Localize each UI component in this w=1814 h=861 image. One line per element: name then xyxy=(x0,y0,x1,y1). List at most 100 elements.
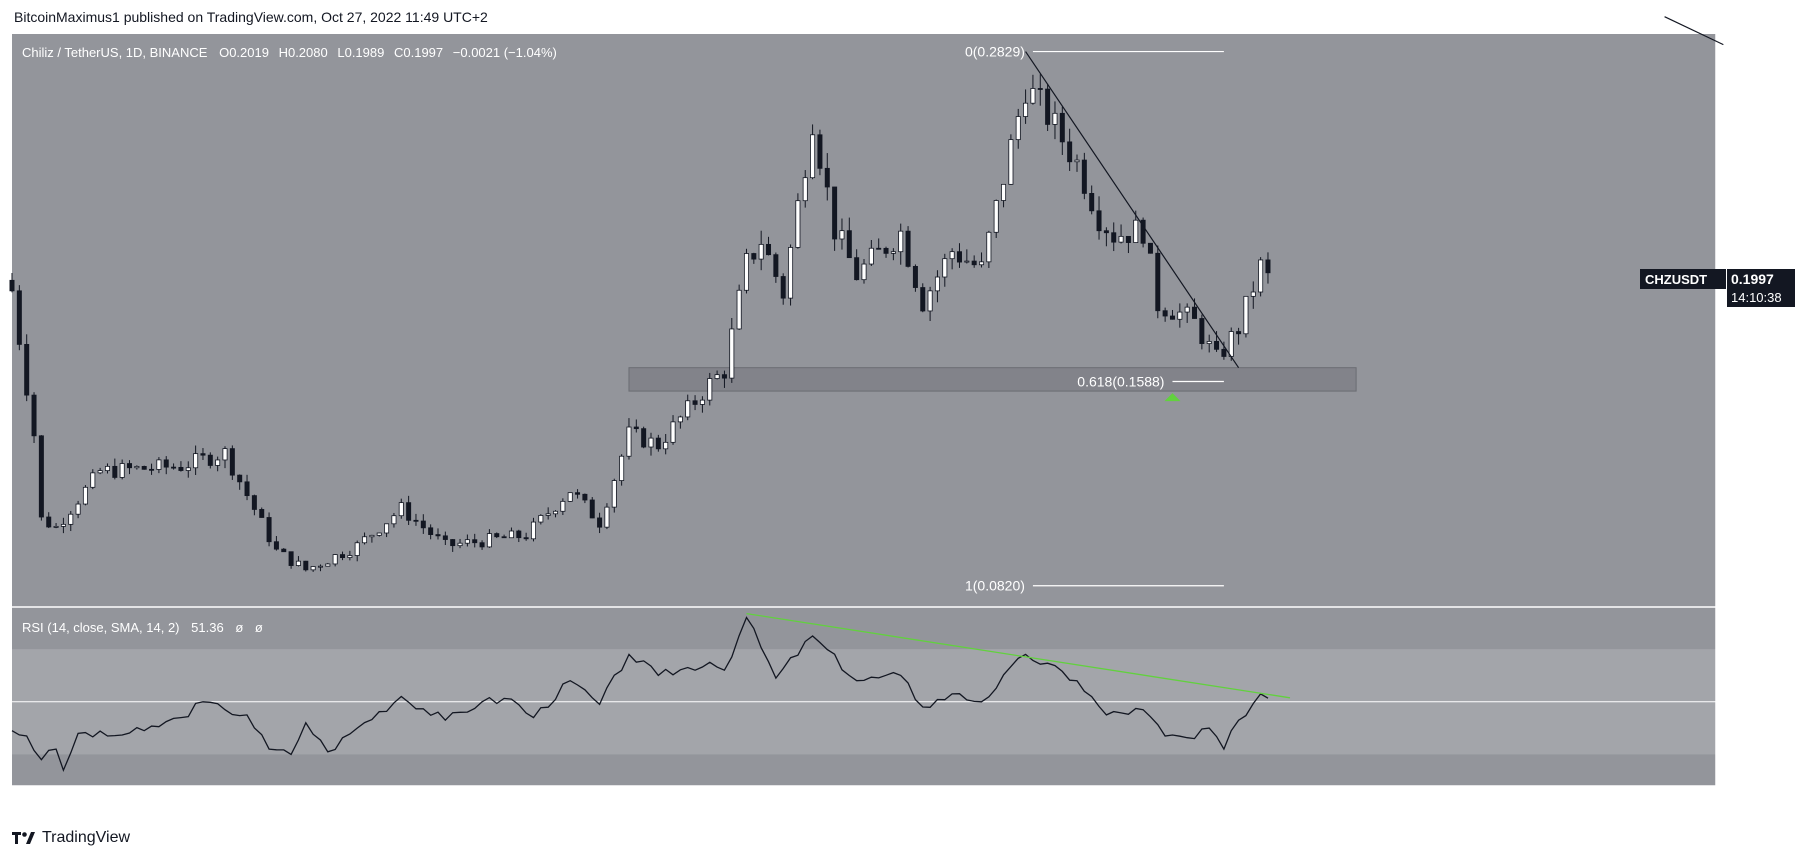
candle-body xyxy=(295,560,301,566)
rsi-line xyxy=(11,616,1269,773)
last-price-value: 0.1997 xyxy=(1731,271,1774,287)
candle xyxy=(384,523,390,538)
candle-body xyxy=(406,502,412,521)
rsi-extra-1: ø xyxy=(235,620,243,635)
candle xyxy=(1067,128,1073,171)
candle-body xyxy=(1258,259,1264,293)
candle-body xyxy=(553,510,559,515)
candles-layer xyxy=(9,74,1271,572)
tradingview-brand[interactable]: TradingView xyxy=(12,829,130,847)
chart-legend[interactable]: Chiliz / TetherUS, 1D, BINANCE O0.2019 H… xyxy=(22,45,557,60)
candle-body xyxy=(1228,331,1234,357)
candle-body xyxy=(633,426,639,430)
candle-body xyxy=(1118,235,1124,243)
candle xyxy=(1236,327,1242,345)
candle xyxy=(156,457,162,474)
candle-body xyxy=(354,542,360,556)
candle xyxy=(1250,281,1256,309)
y-tick-label: 0.1400 xyxy=(1727,424,1770,440)
candle xyxy=(97,467,103,475)
candle-body xyxy=(494,533,500,538)
rsi-extra-2: ø xyxy=(255,620,263,635)
candle-body xyxy=(854,257,860,281)
candle xyxy=(663,434,669,455)
axes-layer: 0.28000.26000.24000.22000.20000.18000.16… xyxy=(56,51,1770,807)
candle xyxy=(523,532,529,541)
candle xyxy=(868,239,874,266)
candle-body xyxy=(648,437,654,448)
candle xyxy=(993,199,999,238)
candle-body xyxy=(685,400,691,418)
candle xyxy=(413,513,419,526)
candle xyxy=(68,511,74,532)
candle xyxy=(9,272,15,293)
candle xyxy=(369,534,375,543)
chart-title: Chiliz / TetherUS, 1D, BINANCE xyxy=(22,45,208,60)
candle-body xyxy=(24,344,30,396)
candle-body xyxy=(127,463,133,469)
candle-body xyxy=(60,523,66,527)
candle xyxy=(817,129,823,176)
candle xyxy=(251,494,257,516)
candle-body xyxy=(788,247,794,299)
candle-body xyxy=(619,455,625,481)
candle-body xyxy=(38,435,44,518)
candle xyxy=(266,512,272,547)
candle xyxy=(920,283,926,313)
candle-body xyxy=(1059,112,1065,143)
candle xyxy=(611,478,617,513)
rsi-title: RSI (14, close, SMA, 14, 2) xyxy=(22,620,180,635)
x-tick-label: 15 xyxy=(724,791,740,807)
candle xyxy=(391,512,397,528)
candle xyxy=(46,512,52,529)
candle-body xyxy=(163,459,169,468)
candle-body xyxy=(244,481,250,497)
candle xyxy=(553,510,559,518)
rsi-y-tick-label: 60.00 xyxy=(1727,667,1762,683)
rsi-value: 51.36 xyxy=(191,620,224,635)
candle xyxy=(648,432,654,456)
candle xyxy=(633,419,639,433)
candle xyxy=(1147,242,1153,254)
candle-body xyxy=(1221,348,1227,357)
candle xyxy=(60,517,66,534)
candle xyxy=(501,534,507,539)
candle xyxy=(340,551,346,561)
candle xyxy=(824,153,830,201)
candle-body xyxy=(16,290,22,345)
y-tick-label: 0.2600 xyxy=(1727,104,1770,120)
candle-body xyxy=(692,400,698,405)
candle-body xyxy=(369,534,375,538)
candle-body xyxy=(920,287,926,312)
candle xyxy=(890,248,896,261)
candle-body xyxy=(883,247,889,254)
candle-body xyxy=(251,495,257,510)
ohlc-high-value: 0.2080 xyxy=(288,45,328,60)
candle xyxy=(1111,222,1117,252)
candle-body xyxy=(156,459,162,470)
candle xyxy=(1052,101,1058,140)
candle-body xyxy=(677,416,683,423)
y-tick-label: 0.2400 xyxy=(1727,158,1770,174)
ohlc-open-value: 0.2019 xyxy=(229,45,269,60)
candle-body xyxy=(1103,230,1109,234)
candle xyxy=(905,226,911,268)
overlay-layer: 0(0.2829) 0.618(0.1588) 1(0.0820) xyxy=(965,16,1724,594)
candle xyxy=(538,514,544,525)
candle-body xyxy=(736,289,742,330)
y-tick-label: 0.1000 xyxy=(1727,530,1770,546)
candle xyxy=(281,548,287,553)
candle xyxy=(832,186,838,251)
candle xyxy=(406,495,412,526)
candle-body xyxy=(1045,88,1051,125)
candle xyxy=(912,264,918,292)
rsi-legend[interactable]: RSI (14, close, SMA, 14, 2) 51.36 ø ø xyxy=(22,620,263,635)
candle-body xyxy=(149,468,155,471)
candle xyxy=(516,529,522,543)
candle-body xyxy=(31,394,37,437)
candle-body xyxy=(1074,159,1080,163)
fib-level-label: 1(0.0820) xyxy=(965,578,1025,594)
candle-body xyxy=(1155,252,1161,312)
x-tick-label: 17 xyxy=(1187,791,1203,807)
